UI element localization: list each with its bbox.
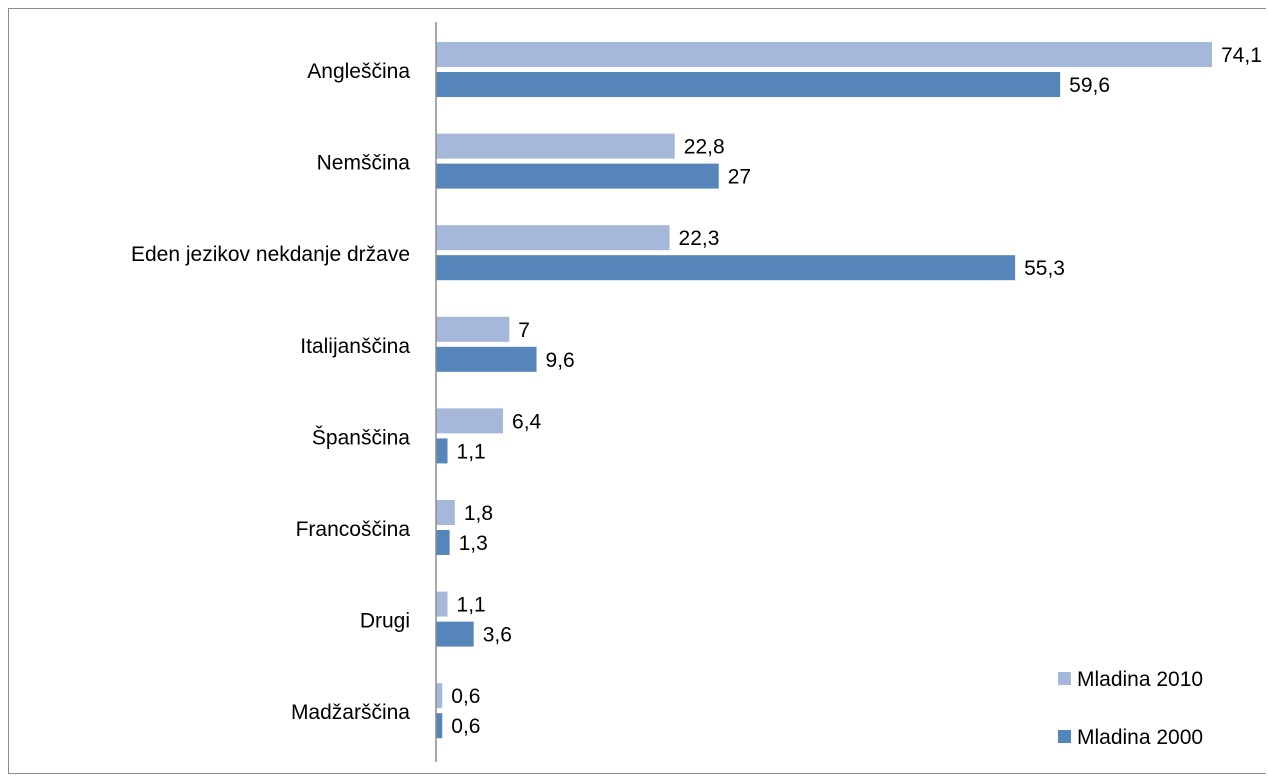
category-label: Nemščina [317, 152, 411, 175]
legend-swatch [1058, 730, 1071, 743]
data-label: 1,8 [464, 502, 493, 525]
bar-mladina-2010 [436, 42, 1212, 67]
legend: Mladina 2010 Mladina 2000 [1058, 668, 1203, 749]
bar-mladina-2010 [436, 133, 675, 159]
bar-mladina-2000 [436, 713, 443, 739]
data-label: 55,3 [1024, 257, 1065, 280]
data-label: 22,3 [679, 227, 720, 250]
legend-label: Mladina 2010 [1077, 668, 1203, 691]
category-label: Angleščina [307, 60, 410, 83]
bar-mladina-2010 [436, 408, 504, 434]
bar-mladina-2010 [436, 591, 448, 617]
value-labels: 74,1 59,6 22,827 22,3 55,3 7 9,6 6,4 1,1 1,8 1,3 1,… [451, 44, 1262, 738]
bar-mladina-2000 [436, 438, 448, 464]
data-label: 1,3 [459, 532, 488, 555]
data-label: 1,1 [457, 594, 486, 617]
bar-mladina-2000 [436, 530, 450, 555]
category-label: Francoščina [296, 518, 411, 541]
bar-mladina-2010 [436, 500, 455, 525]
category-label: Španščina [312, 426, 410, 449]
bar-mladina-2000 [436, 346, 537, 372]
legend-label: Mladina 2000 [1077, 726, 1203, 749]
category-label: Drugi [360, 610, 410, 633]
data-label: 59,6 [1069, 74, 1110, 97]
data-label: 0,6 [451, 685, 480, 708]
bars-layer [436, 42, 1212, 739]
data-label: 9,6 [546, 349, 575, 372]
data-label: 3,6 [483, 624, 512, 647]
data-label: 74,1 [1221, 44, 1262, 67]
data-label: 22,8 [684, 136, 725, 159]
category-label: Madžarščina [291, 701, 410, 724]
bar-mladina-2010 [436, 683, 443, 709]
bar-mladina-2010 [436, 316, 510, 342]
data-label: 7 [518, 319, 530, 342]
bar-mladina-2000 [436, 255, 1016, 281]
category-label: Italijanščina [300, 335, 410, 358]
data-label: 27 [728, 166, 751, 189]
category-label: Eden jezikov nekdanje države [131, 243, 410, 266]
bar-mladina-2000 [436, 72, 1061, 97]
data-label: 0,6 [451, 715, 480, 738]
bar-mladina-2010 [436, 225, 670, 251]
data-label: 1,1 [457, 440, 486, 463]
bar-mladina-2000 [436, 163, 719, 189]
data-label: 6,4 [512, 410, 542, 433]
legend-swatch [1058, 672, 1071, 685]
bar-mladina-2000 [436, 621, 474, 647]
category-labels: Angleščina Nemščina Eden jezikov nekdanje … [131, 60, 410, 724]
